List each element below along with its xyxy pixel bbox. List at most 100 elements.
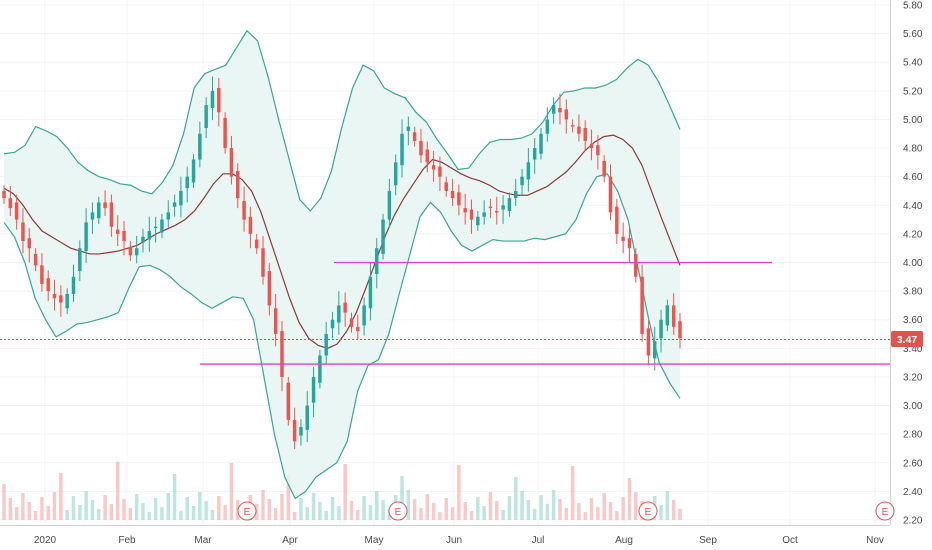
candle-body: [671, 305, 676, 327]
candle-body: [141, 236, 145, 243]
volume-bar: [299, 498, 303, 520]
y-tick-label: 3.20: [903, 372, 923, 383]
candle-body: [128, 246, 133, 256]
candle-body: [97, 202, 101, 219]
volume-bar: [305, 507, 309, 520]
candle-body: [450, 190, 455, 199]
volume-bar: [589, 498, 594, 520]
candle-body: [583, 128, 587, 141]
candle-body: [640, 276, 644, 335]
candle-body: [419, 140, 423, 156]
candle-body: [463, 208, 467, 213]
volume-bar: [90, 500, 95, 520]
volume-bar: [179, 511, 183, 520]
y-tick-label: 4.40: [903, 201, 923, 212]
candle-body: [160, 219, 164, 233]
earnings-marker[interactable]: [388, 501, 408, 521]
y-tick-label: 2.40: [903, 487, 923, 498]
volume-bar: [172, 474, 177, 520]
volume-bar: [52, 492, 57, 520]
candle-body: [305, 405, 309, 430]
candle-body: [532, 148, 537, 160]
x-tick-label: Aug: [615, 535, 633, 546]
candle-body: [324, 334, 328, 356]
candle-body: [273, 308, 278, 335]
y-tick-label: 5.00: [903, 115, 923, 126]
volume-bar: [400, 476, 404, 520]
candle-body: [337, 305, 341, 323]
earnings-marker[interactable]: [237, 501, 257, 521]
volume-bar: [153, 498, 158, 520]
earnings-marker-label: E: [395, 507, 402, 518]
volume-bars: [2, 462, 682, 520]
candle-body: [457, 192, 461, 206]
volume-bar: [564, 508, 569, 520]
volume-bar: [229, 463, 234, 520]
volume-bar: [78, 505, 82, 520]
volume-bar: [160, 507, 164, 520]
volume-bar: [198, 492, 202, 520]
candle-body: [627, 238, 632, 249]
volume-bar: [425, 494, 430, 520]
candle-body: [280, 331, 284, 377]
earnings-marker[interactable]: [638, 501, 658, 521]
candle-body: [431, 165, 436, 170]
candle-body: [2, 190, 6, 199]
volume-bar: [596, 507, 600, 520]
candle-body: [52, 293, 57, 299]
volume-bar: [356, 510, 360, 520]
candles: [2, 76, 682, 450]
volume-bar: [545, 504, 550, 520]
volume-bar: [286, 475, 291, 520]
candle-body: [406, 126, 411, 131]
moving-average-line: [3, 134, 681, 349]
candle-body: [615, 206, 619, 234]
volume-bar: [368, 505, 373, 520]
volume-bar: [191, 506, 196, 520]
candle-body: [362, 305, 366, 326]
candle-body: [267, 271, 272, 306]
earnings-marker[interactable]: [875, 501, 895, 521]
y-tick-label: 2.80: [903, 430, 923, 441]
candle-body: [229, 148, 234, 177]
y-tick-label: 4.60: [903, 172, 923, 183]
volume-bar: [514, 477, 518, 520]
candle-body: [545, 119, 550, 134]
y-tick-label: 3.60: [903, 315, 923, 326]
candle-body: [210, 90, 215, 108]
volume-bar: [615, 511, 619, 520]
volume-bar: [551, 490, 556, 520]
candle-body: [349, 318, 354, 327]
candle-body: [564, 109, 569, 120]
candle-body: [539, 133, 543, 154]
volume-bar: [141, 503, 145, 520]
candle-body: [21, 222, 25, 242]
volume-bar: [147, 512, 152, 520]
candle-body: [153, 226, 158, 229]
candle-body: [356, 326, 360, 332]
candle-body: [514, 190, 518, 199]
volume-bar: [14, 507, 19, 520]
volume-bar: [495, 501, 499, 520]
volume-bar: [267, 499, 272, 520]
candle-body: [299, 427, 303, 436]
volume-bar: [476, 497, 480, 520]
candle-body: [204, 105, 208, 129]
y-tick-label: 5.20: [903, 86, 923, 97]
volume-bar: [349, 501, 354, 520]
last-price-label: 3.47: [897, 334, 918, 346]
volume-bar: [311, 493, 316, 520]
y-tick-label: 3.80: [903, 287, 923, 298]
volume-bar: [2, 484, 6, 520]
volume-bar: [217, 496, 221, 520]
volume-bar: [482, 506, 486, 520]
candle-body: [520, 176, 524, 186]
volume-bar: [59, 473, 63, 520]
candle-body: [40, 265, 44, 284]
volume-bar: [324, 511, 328, 520]
y-tick-label: 2.20: [903, 516, 923, 527]
candle-body: [678, 321, 682, 339]
candle-body: [261, 248, 265, 277]
volume-bar: [463, 502, 467, 520]
